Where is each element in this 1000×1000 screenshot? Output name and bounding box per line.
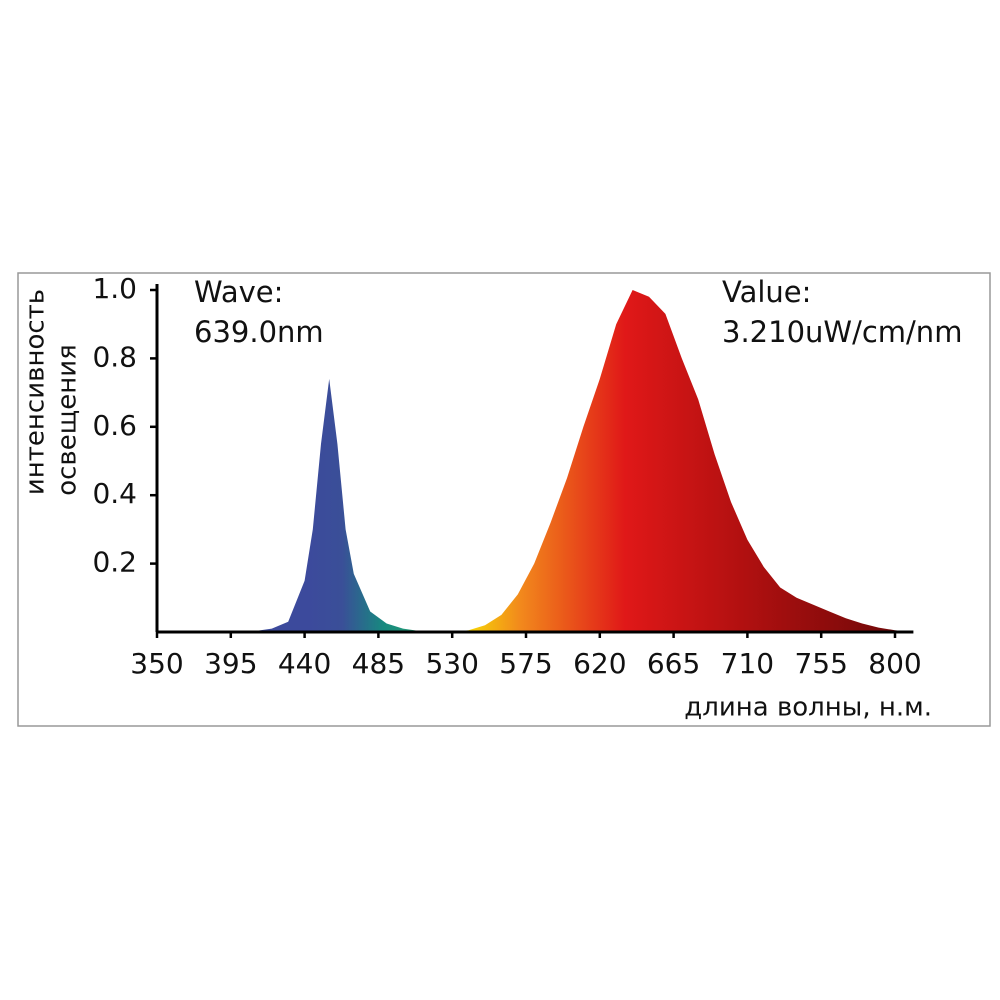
x-tick-label: 350 [130, 647, 183, 680]
y-axis-label: освещения [53, 344, 83, 496]
x-tick-label: 530 [425, 647, 478, 680]
annotation: 639.0nm [194, 315, 324, 349]
y-tick-label: 0.4 [92, 477, 137, 510]
x-axis-label: длина волны, н.м. [684, 693, 932, 723]
y-axis-label: интенсивность [21, 289, 51, 495]
x-tick-label: 620 [573, 647, 626, 680]
annotation: Wave: [194, 275, 283, 309]
y-tick-label: 1.0 [92, 272, 137, 305]
spectrum-area [239, 290, 912, 632]
frame [17, 272, 991, 727]
annotation: 3.210uW/cm/nm [722, 315, 962, 349]
x-tick-label: 800 [868, 647, 921, 680]
y-tick-label: 0.6 [92, 409, 137, 442]
y-tick-label: 0.8 [92, 340, 137, 373]
y-tick-label: 0.2 [92, 546, 137, 579]
x-tick-label: 575 [499, 647, 552, 680]
x-tick-label: 485 [352, 647, 405, 680]
x-tick-label: 755 [794, 647, 847, 680]
annotation: Value: [722, 275, 811, 309]
x-tick-label: 665 [647, 647, 700, 680]
x-tick-label: 440 [278, 647, 331, 680]
x-tick-label: 710 [721, 647, 774, 680]
x-tick-label: 395 [204, 647, 257, 680]
